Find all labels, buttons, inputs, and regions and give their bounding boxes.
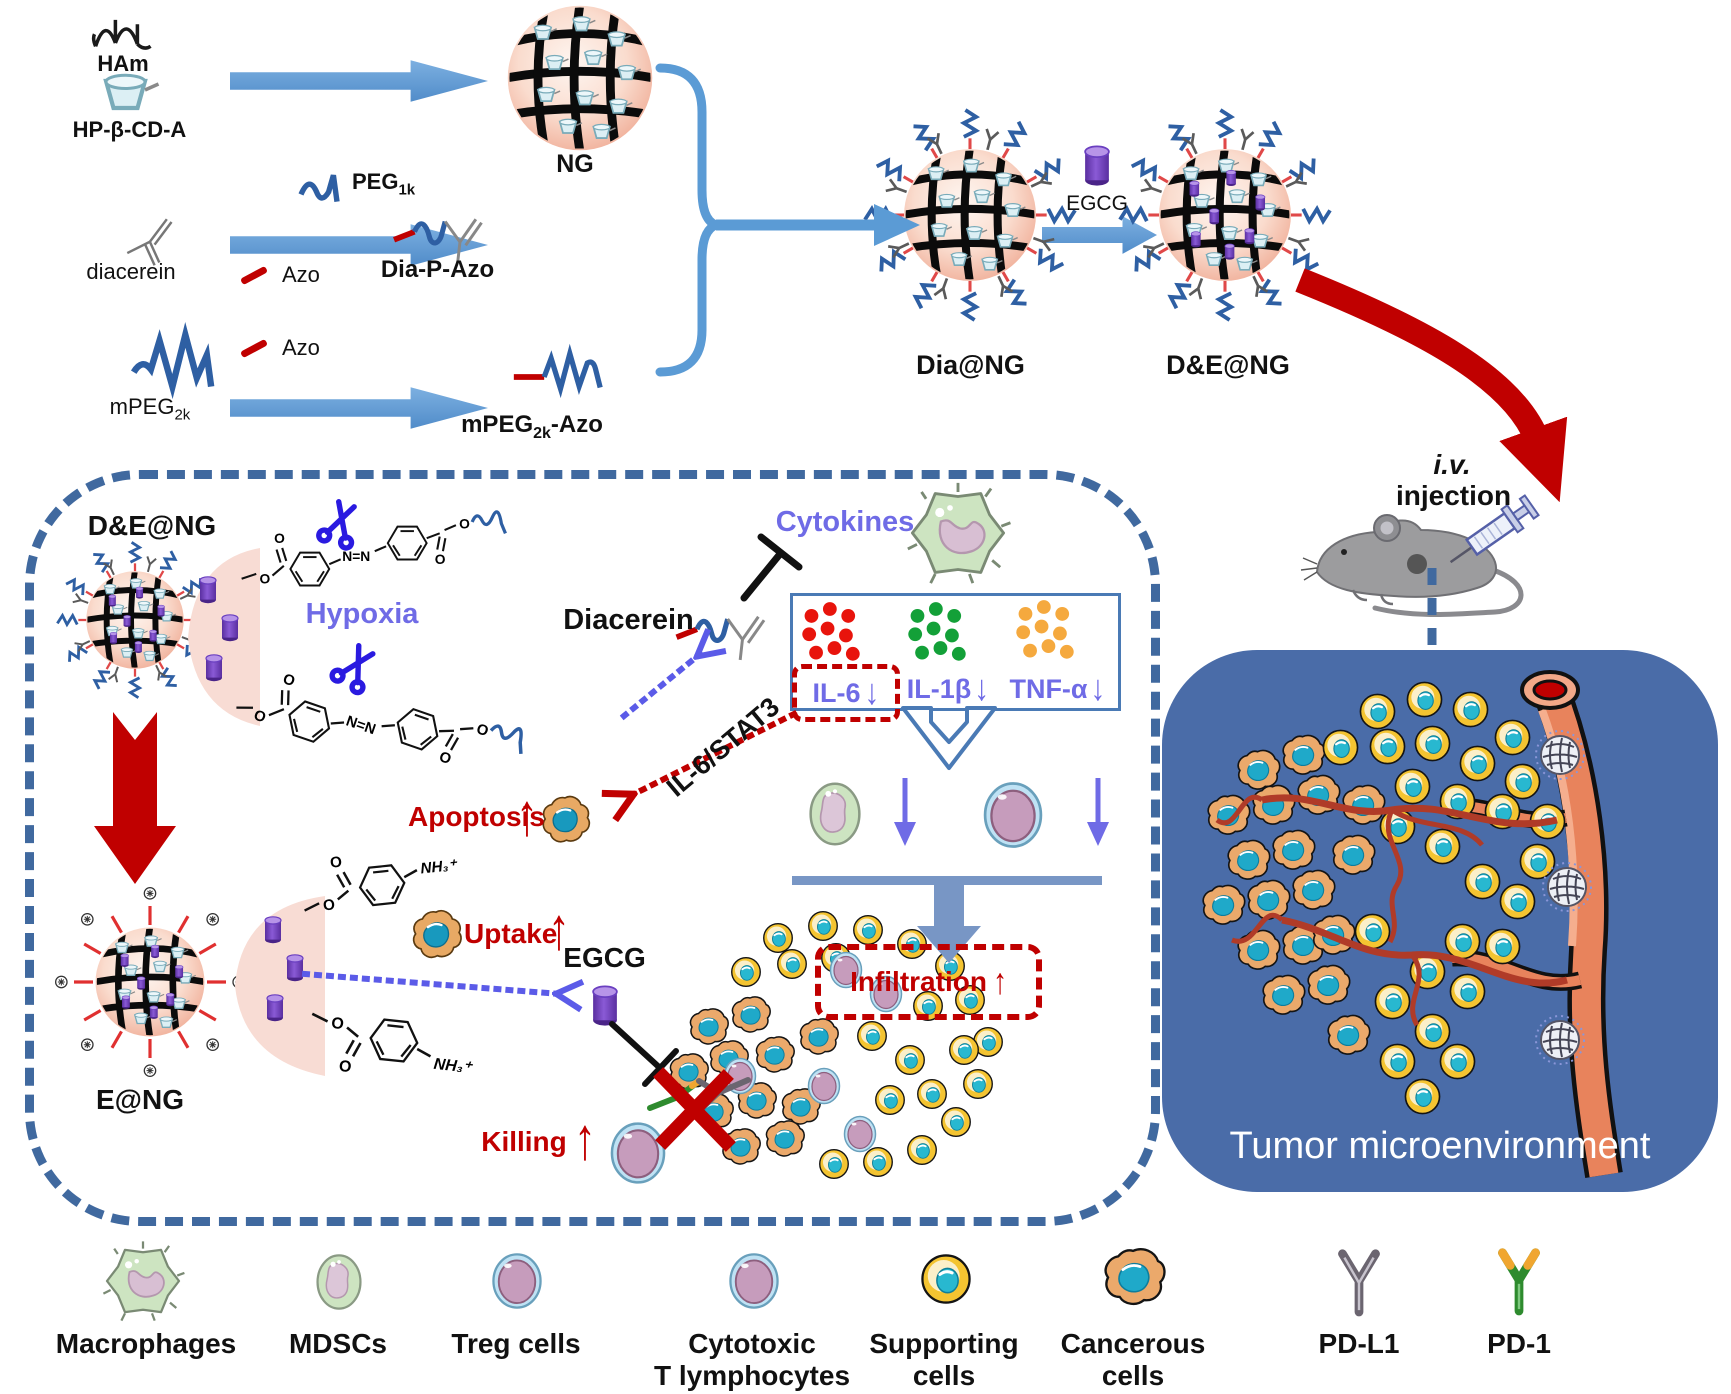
increase-arrow: ↑	[574, 1106, 596, 1173]
egcg-release-fan	[235, 896, 325, 1076]
tme-label: Tumor microenvironment	[1229, 1125, 1651, 1167]
dia-ng-label: Dia@NG	[916, 350, 1025, 380]
azo-label-2: Azo	[282, 335, 320, 360]
cytotoxic-t-cell	[610, 1122, 666, 1184]
decrease-arrow: ↓	[864, 672, 880, 713]
ham-icon	[91, 18, 153, 50]
hypoxia-label: Hypoxia	[305, 598, 419, 630]
treg-cell	[983, 782, 1043, 848]
mpeg2k-azo-label: mPEG2k-Azo	[461, 411, 603, 442]
legend-ctl: Cytotoxic T lymphocytes	[653, 1328, 851, 1391]
uptake-label: Uptake	[464, 918, 558, 949]
pd1-legend-icon	[1498, 1248, 1540, 1316]
azo-diester-structure-upper	[240, 505, 540, 610]
tumor-cell-cluster	[669, 910, 1004, 1180]
de-ng-label-box: D&E@NG	[87, 510, 217, 541]
legend-mdscs: MDSCs	[288, 1328, 387, 1359]
increase-arrow: ↑	[516, 782, 538, 849]
decrease-arrow: ↓	[1090, 668, 1106, 709]
dia-p-azo-label: Dia-P-Azo	[380, 256, 495, 283]
il6-label: IL-6	[812, 677, 861, 708]
increase-arrow: ↑	[548, 896, 570, 963]
cancerous-cells-cluster	[1202, 734, 1386, 1056]
egcg-label-box: EGCG	[563, 942, 646, 973]
macrophage-legend-icon	[102, 1240, 186, 1322]
synthesis-arrow-1	[230, 60, 488, 102]
mpeg2k-icon	[128, 322, 214, 388]
il1b-dots-icon	[908, 602, 966, 661]
mpeg2k-azo-molecule	[492, 342, 622, 398]
de-ng-nanogel	[1110, 100, 1340, 330]
egcg-cylinder-icon-box	[592, 985, 618, 1027]
synthesis-arrow-3	[230, 387, 488, 429]
tumor-vasculature	[1215, 794, 1568, 1027]
il1b-label: IL-1β	[906, 673, 972, 704]
il6-dots-icon	[802, 602, 860, 661]
mdsc-legend-icon	[316, 1254, 362, 1310]
diacerein-reactant-label: diacerein	[86, 259, 176, 284]
scissors-icon	[334, 642, 380, 688]
ctl-legend-icon	[729, 1253, 779, 1309]
e-ng-label: E@NG	[96, 1084, 184, 1115]
diacerein-label-box: Diacerein	[563, 604, 694, 636]
tnfa-label: TNF-α	[1009, 673, 1088, 704]
mechanism-panel	[25, 470, 1160, 1226]
treg-legend-icon	[492, 1253, 542, 1309]
legend-macrophages: Macrophages	[55, 1328, 237, 1359]
azo-linker-icon	[239, 265, 269, 286]
cancerous-legend-icon	[1104, 1247, 1166, 1306]
mdsc-cell	[809, 782, 861, 846]
decrease-arrow: ↓	[974, 668, 990, 709]
supporting-legend-icon	[920, 1253, 972, 1305]
il6-highlight-box: IL-6 ↓	[792, 664, 900, 722]
egcg-label-top: EGCG	[1066, 192, 1128, 215]
legend-pdl1: PD-L1	[1318, 1328, 1400, 1359]
increase-arrow: ↑	[992, 961, 1007, 1002]
scissors-icon	[318, 498, 364, 544]
peg1k-icon	[294, 168, 344, 204]
ng-nanogel	[496, 0, 664, 162]
e-ng-nanogel	[55, 887, 246, 1078]
killing-label: Killing	[481, 1126, 567, 1157]
tme-illustration	[1202, 670, 1623, 1178]
de-ng-label-top: D&E@NG	[1166, 350, 1290, 380]
peg1k-label: PEG1k	[352, 169, 416, 199]
injection-label: injection	[1396, 480, 1512, 511]
ng-label: NG	[556, 150, 594, 178]
dia-ng-nanogel	[855, 100, 1085, 330]
cytokines-label: Cytokines	[775, 506, 915, 538]
azo-label-1: Azo	[282, 262, 320, 287]
ham-label: HAm	[97, 51, 149, 76]
aminobenzoate-structure-lower	[306, 986, 511, 1086]
hypoxia-release-fan	[188, 548, 260, 726]
cyclodextrin-cup-icon	[106, 80, 166, 118]
mpeg2k-label: mPEG2k	[109, 394, 191, 424]
hp-b-cd-a-label: HP-β-CD-A	[72, 117, 187, 142]
legend-supporting: Supporting cells	[869, 1328, 1019, 1391]
legend-cancerous: Cancerous cells	[1060, 1328, 1206, 1391]
egcg-cylinder-icon	[1084, 145, 1110, 187]
azo-linker-icon	[239, 338, 269, 359]
combine-brace	[655, 63, 920, 377]
legend-treg: Treg cells	[451, 1328, 581, 1359]
infiltration-label: Infiltration	[850, 966, 987, 997]
il1b-item: IL-1β ↓	[898, 670, 998, 708]
pdl1-legend-icon	[1338, 1249, 1380, 1317]
legend-pd1: PD-1	[1487, 1328, 1551, 1359]
apoptosis-label: Apoptosis	[408, 801, 545, 832]
iv-label: i.v.	[1433, 449, 1471, 480]
tnfa-item: TNF-α ↓	[1000, 670, 1115, 708]
mouse-icon	[1300, 494, 1540, 617]
infiltration-highlight-box: Infiltration ↑	[815, 944, 1042, 1020]
tnfa-dots-icon	[1016, 600, 1074, 659]
